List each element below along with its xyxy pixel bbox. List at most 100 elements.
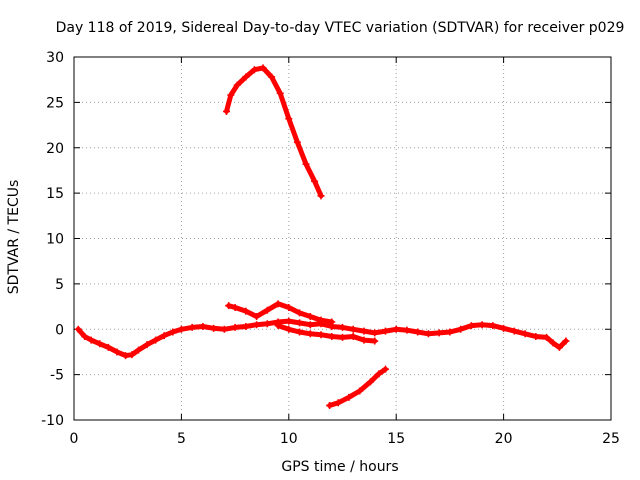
data-point <box>143 341 151 349</box>
data-point <box>199 323 207 331</box>
x-tick-label: 0 <box>70 431 79 447</box>
data-point <box>285 325 293 333</box>
data-point <box>293 138 301 146</box>
data-point <box>210 324 218 332</box>
data-point <box>356 387 364 395</box>
data-point <box>317 192 325 200</box>
data-point <box>521 330 529 338</box>
series-main-band <box>74 317 570 360</box>
data-point <box>334 399 342 407</box>
y-tick-label: -5 <box>50 368 64 384</box>
data-point <box>489 322 497 330</box>
data-point <box>134 346 142 354</box>
series-bottom-branch <box>326 365 389 409</box>
series-upper-branch <box>225 300 336 326</box>
data-point <box>296 319 304 327</box>
y-tick-label: 20 <box>46 141 64 157</box>
data-point <box>296 328 304 336</box>
data-point <box>285 317 293 325</box>
chart-title: Day 118 of 2019, Sidereal Day-to-day VTE… <box>56 20 625 36</box>
data-point <box>296 309 304 317</box>
data-point <box>555 343 563 351</box>
data-point <box>227 91 235 99</box>
series-lower-band <box>274 322 379 345</box>
y-tick-label: 5 <box>55 277 64 293</box>
data-point <box>242 73 250 81</box>
data-point <box>81 333 89 341</box>
series-trace <box>275 323 378 344</box>
y-tick-label: 15 <box>46 186 64 202</box>
x-axis-label: GPS time / hours <box>281 459 398 475</box>
series-trace <box>226 301 335 325</box>
data-point <box>177 325 185 333</box>
data-point <box>268 73 276 81</box>
data-point <box>435 329 443 337</box>
data-point <box>220 325 228 333</box>
data-point <box>263 306 271 314</box>
data-point <box>231 323 239 331</box>
x-tick-label: 25 <box>602 431 620 447</box>
data-point <box>424 330 432 338</box>
data-point <box>326 401 334 409</box>
data-point <box>113 348 121 356</box>
data-point <box>317 316 325 324</box>
data-point <box>392 325 400 333</box>
data-point <box>263 320 271 328</box>
data-point <box>253 321 261 329</box>
data-point <box>371 329 379 337</box>
data-point <box>457 325 465 333</box>
data-point <box>328 333 336 341</box>
data-point <box>414 328 422 336</box>
data-point <box>128 351 136 359</box>
y-tick-label: 30 <box>46 50 64 66</box>
data-point <box>349 333 357 341</box>
series-trace <box>224 65 324 199</box>
data-point <box>345 393 353 401</box>
data-point <box>302 160 310 168</box>
data-point <box>467 322 475 330</box>
data-point <box>242 307 250 315</box>
y-tick-label: -10 <box>41 413 64 429</box>
data-point <box>188 323 196 331</box>
plot-frame <box>73 56 612 421</box>
data-point <box>446 328 454 336</box>
data-point <box>285 115 293 123</box>
data-point <box>562 337 570 345</box>
data-point <box>328 318 336 326</box>
data-point <box>274 300 282 308</box>
data-point <box>360 327 368 335</box>
data-point <box>223 107 231 115</box>
data-point <box>231 303 239 311</box>
series-arc <box>223 64 325 200</box>
data-point <box>74 325 82 333</box>
y-tick-label: 0 <box>55 322 64 338</box>
data-points <box>74 64 570 409</box>
data-point <box>306 313 314 321</box>
data-point <box>500 324 508 332</box>
x-tick-label: 15 <box>387 431 405 447</box>
y-tick-label: 25 <box>46 95 64 111</box>
data-point <box>306 321 314 329</box>
data-point <box>510 327 518 335</box>
data-point <box>371 337 379 345</box>
data-point <box>274 322 282 330</box>
data-point <box>375 370 383 378</box>
data-point <box>381 365 389 373</box>
data-point <box>96 340 104 348</box>
data-point <box>242 323 250 331</box>
data-point <box>339 333 346 341</box>
data-point <box>233 81 241 89</box>
data-point <box>543 333 551 341</box>
x-tick-label: 5 <box>177 431 186 447</box>
data-point <box>349 325 357 333</box>
data-point <box>285 303 293 311</box>
data-point <box>339 323 346 331</box>
grid <box>74 57 611 420</box>
x-tick-label: 10 <box>280 431 298 447</box>
data-point <box>532 333 540 341</box>
y-axis-label: SDTVAR / TECUs <box>6 180 22 295</box>
data-point <box>160 332 168 340</box>
data-point <box>259 64 267 72</box>
data-point <box>306 330 314 338</box>
